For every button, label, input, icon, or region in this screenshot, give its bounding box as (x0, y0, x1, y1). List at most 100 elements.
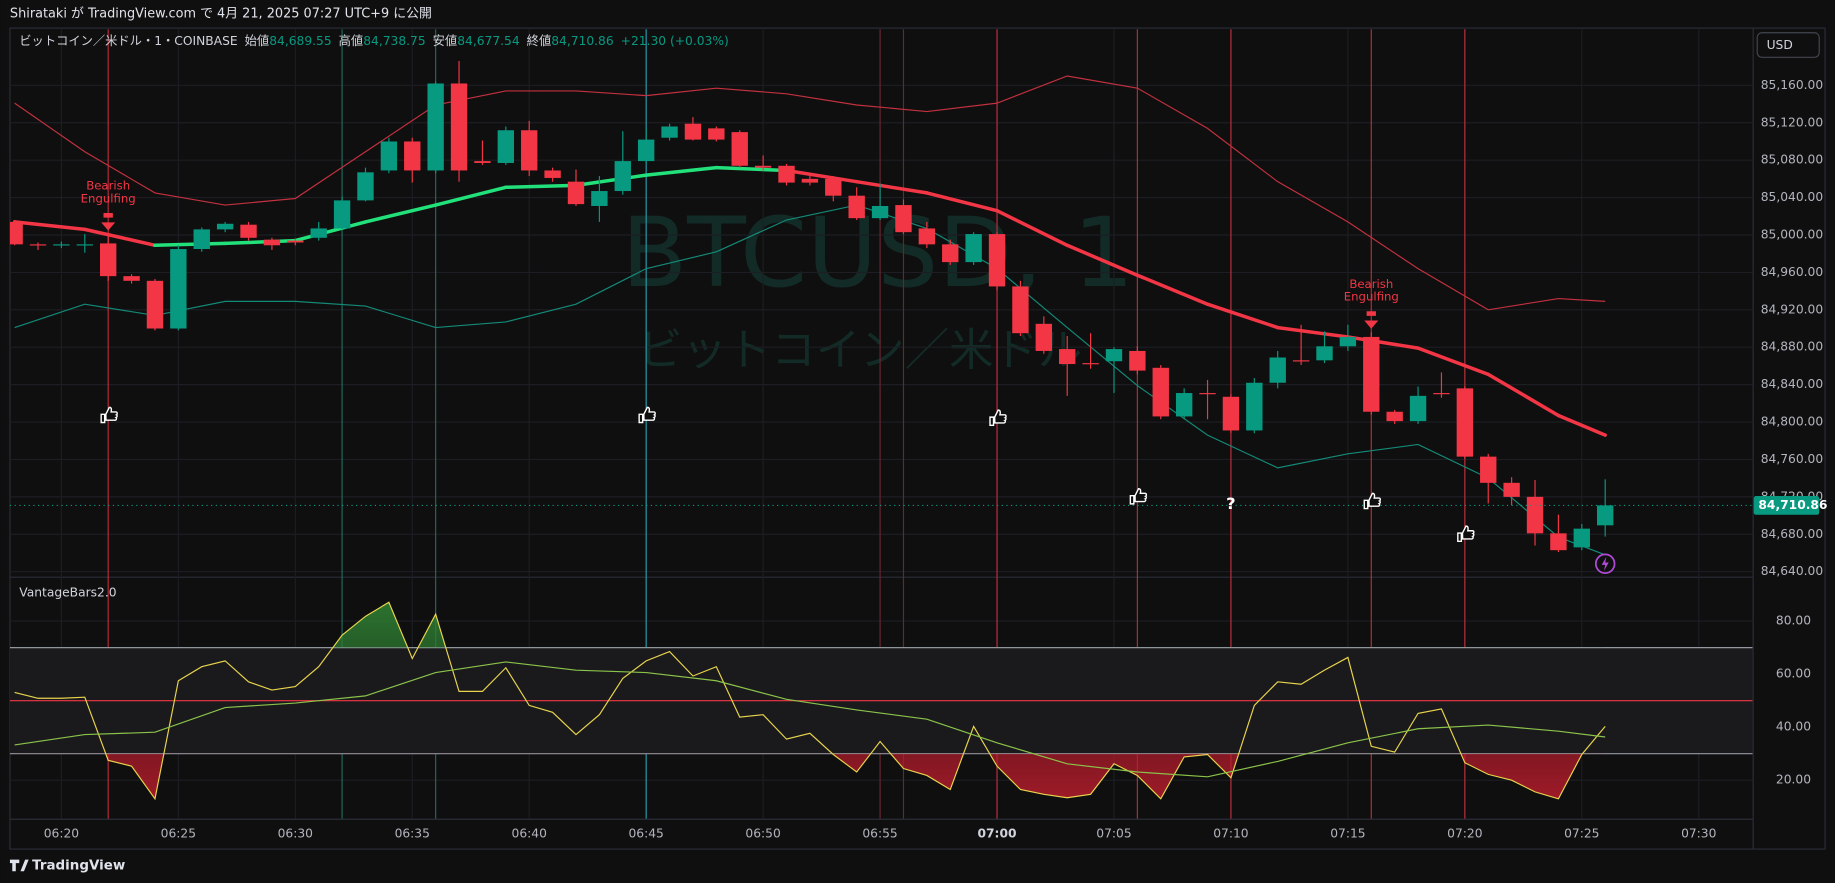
x-tick-label: 06:40 (512, 826, 547, 840)
candle-body (1269, 357, 1286, 383)
basis-segment (1205, 302, 1280, 330)
candle-body (1363, 336, 1380, 412)
alert-icon[interactable] (1594, 553, 1616, 574)
candle-body (731, 132, 748, 166)
y-tick-label: 84,760.00 (1761, 452, 1823, 466)
y-tick-label: 84,840.00 (1761, 377, 1823, 391)
candle-body (404, 141, 421, 171)
basis-segment (363, 203, 438, 224)
candle-body (333, 200, 351, 229)
candle-body (427, 83, 444, 171)
candle-body (76, 244, 93, 246)
candle-body (521, 130, 538, 171)
y-tick-label: 84,920.00 (1761, 302, 1823, 316)
last-price-label: 84,710.86 (1758, 498, 1827, 512)
candle-body (497, 130, 515, 163)
candle-body (988, 234, 1006, 287)
y-tick-label: 85,000.00 (1761, 227, 1823, 241)
candle-body (474, 161, 491, 163)
candle-body (1503, 482, 1520, 497)
candle-body (918, 228, 936, 245)
legend-value: 84,677.54 (457, 33, 520, 47)
y-tick-label: 85,080.00 (1761, 153, 1823, 167)
band-line (14, 75, 1606, 311)
legend: ビットコイン／米ドル・1・COINBASE 始値84,689.55 高値84,738… (19, 32, 728, 47)
currency-button[interactable] (1756, 32, 1820, 58)
y-tick-label: 85,160.00 (1761, 78, 1823, 92)
basis-segment (854, 179, 929, 195)
legend-label: 終値 (527, 32, 552, 47)
y-tick-label: 84,800.00 (1761, 415, 1823, 429)
basis-segment (995, 208, 1069, 248)
footer-brand: TradingView (32, 858, 125, 873)
candle-body (216, 223, 234, 230)
candle-body (1152, 367, 1169, 417)
y-tick-label: 84,640.00 (1761, 564, 1823, 578)
candle-body (1409, 395, 1427, 422)
candle-body (29, 244, 47, 246)
candle-body (661, 126, 678, 138)
band-line (14, 204, 1606, 556)
last-price-box (1753, 496, 1820, 515)
annotation-text: Engulfing (81, 191, 136, 205)
price-pane (9, 61, 1753, 556)
candle-body (1105, 349, 1123, 362)
legend-value: 84,689.55 (269, 33, 331, 47)
thumb-shape (1129, 487, 1148, 505)
footer-bar (0, 850, 1835, 883)
candle-body (871, 205, 889, 219)
basis-segment (1135, 273, 1210, 306)
legend-value: 84,738.75 (363, 33, 425, 47)
candle-body (708, 128, 725, 140)
annotation-arrow (1364, 311, 1379, 329)
y-tick-label: 60.00 (1776, 667, 1811, 681)
oscillator-line (14, 601, 1606, 801)
basis-segment (574, 173, 648, 188)
x-tick-label: 07:20 (1447, 826, 1482, 840)
candle-body (848, 195, 865, 219)
x-tick-label: 07:25 (1564, 826, 1599, 840)
candle-body (357, 172, 374, 201)
basis-segment (504, 183, 578, 190)
candle-body (942, 244, 959, 263)
candle-body (754, 165, 772, 168)
candle-body (1292, 360, 1310, 362)
candle-body (1480, 456, 1497, 483)
x-tick-label: 06:35 (395, 826, 430, 840)
basis-segment (83, 227, 157, 248)
candle-body (99, 243, 117, 277)
x-tick-label: 06:45 (628, 826, 663, 840)
candle-body (801, 178, 819, 183)
thumb-shape (989, 409, 1007, 427)
y-tick-label: 85,120.00 (1761, 115, 1823, 129)
candle-body (1597, 505, 1614, 526)
basis-segment (1416, 346, 1490, 377)
x-tick-label: 06:20 (44, 826, 79, 840)
annotation-text: Bearish (1349, 277, 1393, 291)
legend-label: 高値 (339, 32, 364, 47)
candle-body (310, 228, 327, 238)
oscillator-pane (9, 601, 1753, 801)
event-label: ? (1226, 494, 1236, 513)
basis-segment (925, 191, 999, 213)
x-tick-label: 07:15 (1330, 826, 1365, 840)
candle-body (1035, 323, 1052, 351)
candle-body (1222, 396, 1240, 431)
candle-body (1339, 336, 1357, 347)
basis-segment (714, 165, 789, 173)
legend-value: 84,710.86 (551, 33, 614, 47)
candle-body (567, 181, 585, 205)
legend-label: 始値 (245, 32, 270, 47)
thumb-icon (100, 406, 118, 424)
y-tick-label: 84,960.00 (1761, 265, 1823, 279)
candle-body (895, 205, 912, 233)
candle-body (53, 244, 70, 246)
basis-segment (784, 168, 859, 184)
basis-segment (433, 185, 508, 207)
candle-body (1199, 393, 1216, 395)
legend-change: +21.30 (+0.03%) (621, 33, 729, 47)
oscillator-line (14, 661, 1606, 778)
currency-label[interactable]: USD (1767, 38, 1793, 52)
